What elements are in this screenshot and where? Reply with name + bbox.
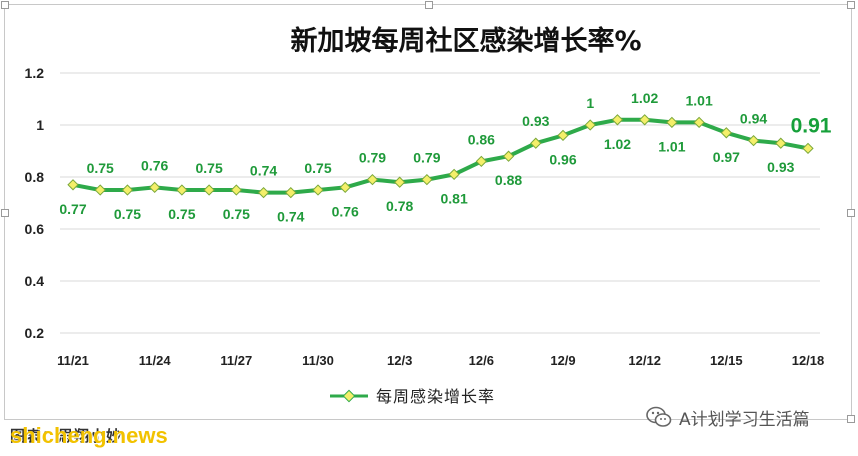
x-tick-label: 12/9 <box>550 353 575 368</box>
data-point-marker <box>366 173 379 186</box>
series-line <box>72 117 809 195</box>
chart-source-caption: 图表：思翔小妙 <box>10 427 123 445</box>
data-point-marker <box>394 176 406 188</box>
data-label: 0.76 <box>332 203 359 219</box>
data-point-marker <box>747 134 760 147</box>
data-point-marker <box>67 179 79 191</box>
data-label: 0.75 <box>223 206 250 222</box>
legend-label: 每周感染增长率 <box>376 387 495 406</box>
site-watermark: shicheng.news <box>10 423 168 448</box>
data-point-marker <box>584 119 596 131</box>
data-label: 0.79 <box>359 150 386 166</box>
data-label: 1.01 <box>658 138 685 154</box>
legend[interactable]: 每周感染增长率 <box>330 387 495 406</box>
data-label: 1.02 <box>604 136 631 152</box>
data-point-marker <box>121 184 134 196</box>
x-tick-label: 11/21 <box>57 353 89 368</box>
y-tick-label: 0.4 <box>25 273 45 289</box>
data-label: 0.77 <box>59 201 86 217</box>
y-tick-label: 1.2 <box>25 65 45 81</box>
wechat-icon <box>646 406 672 427</box>
x-tick-label: 12/15 <box>710 353 743 368</box>
y-tick-label: 0.6 <box>25 221 45 237</box>
data-label: 0.75 <box>114 206 141 222</box>
data-label: 0.94 <box>740 111 767 127</box>
data-point-marker <box>775 137 787 149</box>
data-label: 0.75 <box>304 160 331 176</box>
data-label: 0.91 <box>791 114 832 137</box>
x-axis-ticks: 11/21 11/24 11/27 11/30 12/3 12/6 12/9 12/12 12/… <box>57 353 824 368</box>
resize-handle-left[interactable] <box>1 209 9 217</box>
x-tick-label: 11/24 <box>139 353 172 368</box>
data-point-marker <box>557 129 569 142</box>
y-tick-label: 0.8 <box>25 169 45 185</box>
wechat-account-name: A计划学习生活篇 <box>679 409 810 430</box>
data-label: 0.79 <box>413 150 440 166</box>
data-point-marker <box>720 127 732 139</box>
resize-handle-right[interactable] <box>847 209 855 217</box>
data-label: 0.74 <box>277 209 304 225</box>
data-label: 0.86 <box>468 131 495 147</box>
data-label: 0.74 <box>250 163 277 179</box>
chart-title: 新加坡每周社区感染增长率% <box>290 25 641 57</box>
data-point-marker <box>611 114 624 126</box>
resize-handle-bottom-right[interactable] <box>847 415 855 423</box>
data-label: 0.75 <box>195 160 222 176</box>
x-tick-label: 12/18 <box>792 353 825 368</box>
data-point-marker <box>312 184 324 196</box>
y-tick-label: 1 <box>36 117 44 133</box>
data-label: 1.01 <box>685 92 712 108</box>
data-label: 0.93 <box>522 113 549 129</box>
data-point-marker <box>94 184 106 196</box>
data-point-marker <box>421 173 433 186</box>
data-label: 0.75 <box>87 160 114 176</box>
x-tick-label: 12/12 <box>628 353 661 368</box>
data-labels: 0.77 0.75 0.75 0.76 0.75 0.75 0.75 0.74 0.74 0.75… <box>59 90 831 225</box>
resize-handle-top-right[interactable] <box>847 1 855 9</box>
data-point-marker <box>502 150 515 162</box>
data-point-marker <box>802 142 814 155</box>
data-point-marker <box>448 168 460 181</box>
data-label: 0.97 <box>713 149 740 165</box>
grid-lines <box>60 72 820 334</box>
y-axis-ticks: 0.2 0.4 0.6 0.8 1 1.2 <box>25 65 45 341</box>
data-label: 0.75 <box>168 206 195 222</box>
data-point-marker <box>639 114 651 126</box>
x-tick-label: 11/30 <box>302 353 334 368</box>
series-line-path <box>72 117 809 195</box>
x-tick-label: 12/3 <box>387 353 412 368</box>
data-label: 1 <box>586 95 594 111</box>
data-point-marker <box>666 116 678 129</box>
data-point-marker <box>230 184 242 196</box>
data-label: 0.96 <box>549 151 576 167</box>
data-point-marker <box>285 186 297 199</box>
data-point-marker <box>149 181 161 194</box>
data-point-marker <box>203 184 215 196</box>
data-label: 0.76 <box>141 157 168 173</box>
data-label: 0.78 <box>386 198 413 214</box>
data-point-marker <box>530 137 542 149</box>
data-label: 0.81 <box>440 190 467 206</box>
data-point-marker <box>475 155 487 168</box>
data-label: 0.88 <box>495 172 522 188</box>
data-label: 1.02 <box>631 90 658 106</box>
resize-handle-top-left[interactable] <box>1 1 9 9</box>
x-tick-label: 12/6 <box>469 353 494 368</box>
legend-marker-swatch <box>342 389 356 403</box>
resize-handle-top[interactable] <box>425 1 433 9</box>
y-tick-label: 0.2 <box>25 325 45 341</box>
data-markers <box>67 114 814 199</box>
wechat-account-watermark: A计划学习生活篇 <box>645 402 810 432</box>
data-label: 0.93 <box>767 159 794 175</box>
x-tick-label: 11/27 <box>220 353 252 368</box>
data-point-marker <box>176 184 188 196</box>
data-point-marker <box>257 186 270 199</box>
data-point-marker <box>339 181 351 194</box>
data-point-marker <box>693 116 705 129</box>
